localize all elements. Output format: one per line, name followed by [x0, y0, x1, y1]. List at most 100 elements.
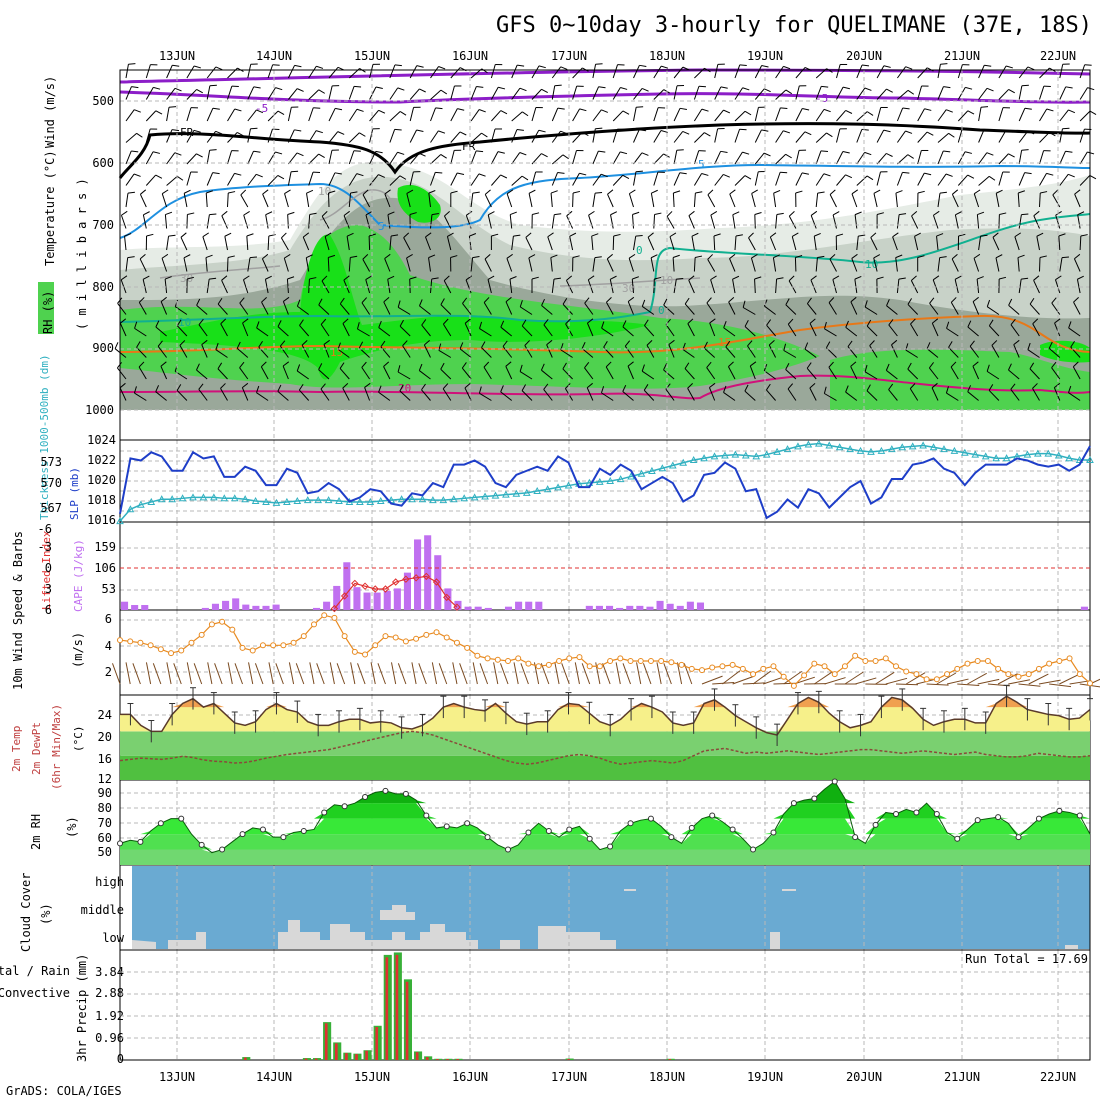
barb-flag: [221, 275, 228, 281]
temp-unit-label: (°C): [72, 726, 85, 753]
wind-barb: [836, 174, 853, 186]
barb-flag: [565, 318, 571, 325]
thickness-point: [981, 452, 990, 460]
pressure-tick: 500: [92, 94, 114, 108]
thickness-point: [408, 495, 416, 503]
wind-barb: [551, 130, 568, 143]
rh-area-band: [120, 781, 1090, 804]
barb-flag: [748, 232, 754, 239]
precip-convective-bar: [405, 981, 409, 1060]
panel-frame: [119, 949, 1091, 1061]
barb-flag: [1010, 318, 1016, 325]
pressure-tick: 1000: [85, 403, 114, 417]
wind-barb-10m: [377, 663, 386, 685]
barb-flag: [346, 232, 354, 237]
barb-flag: [193, 65, 201, 69]
thickness-point: [658, 464, 667, 472]
barb-shaft: [196, 304, 208, 315]
wind-barb: [795, 172, 810, 186]
wind-barb: [1068, 385, 1081, 401]
barb-flag: [342, 382, 349, 389]
wind-barb-10m: [540, 663, 550, 685]
wind-barb: [397, 365, 411, 380]
wind-barb-10m: [581, 663, 591, 685]
barb-shaft: [551, 172, 559, 186]
wind-speed-point: [331, 614, 338, 621]
wind-barb: [201, 339, 208, 358]
wind-barb: [926, 342, 939, 358]
barb-flag: [995, 254, 1003, 259]
wind-barb: [775, 277, 784, 294]
barb-flag: [528, 189, 536, 194]
wind-barb: [991, 340, 1000, 358]
wind-barb: [672, 254, 680, 272]
barb-shaft: [198, 324, 208, 337]
barb-flag: [497, 151, 505, 154]
barb-flag: [380, 340, 386, 348]
barb-shaft: [622, 391, 634, 401]
wind-barb: [402, 340, 411, 358]
wind-barb: [287, 106, 299, 122]
barb-shaft: [734, 129, 741, 143]
wind-speed-point: [423, 631, 430, 638]
barb-flag: [309, 212, 317, 216]
barb-shaft: [592, 173, 602, 186]
wind-barb: [348, 255, 358, 272]
wind-barb: [795, 149, 807, 165]
wind-barb-10m: [824, 677, 846, 685]
barb-flag: [444, 210, 450, 217]
wind-barb: [586, 318, 594, 337]
wind-barb: [734, 110, 752, 122]
cape-bar: [121, 601, 129, 610]
barb-shaft: [323, 344, 330, 358]
wind-barb: [1033, 275, 1040, 294]
barb-flag: [783, 343, 787, 351]
precip-convective-bar: [567, 1059, 571, 1060]
barb-flag: [277, 384, 282, 392]
barb-flag: [284, 253, 291, 259]
barb-shaft: [339, 368, 350, 380]
wind-barb: [369, 128, 380, 143]
wind-barb: [425, 232, 432, 251]
barb-shaft: [399, 390, 411, 401]
barb-flag: [262, 189, 269, 195]
barb-shaft: [937, 132, 949, 143]
wind-barb: [369, 63, 380, 79]
barb-shaft: [766, 324, 776, 337]
barb-shaft: [723, 392, 736, 401]
barb-flag: [996, 189, 1003, 194]
precip-axis-label-b: Convective: [0, 986, 70, 1000]
barb-shaft: [284, 193, 289, 208]
barb-flag: [479, 321, 483, 329]
li-tick: 6: [45, 603, 52, 617]
rh-point: [668, 834, 675, 841]
barb-flag: [866, 175, 874, 181]
barb-shaft: [511, 87, 521, 100]
wind-barb: [633, 129, 647, 143]
barb-shaft: [206, 214, 210, 229]
wind-barb-10m: [676, 662, 683, 685]
barb-flag: [391, 234, 399, 237]
barb-flag: [595, 191, 603, 194]
barb-shaft: [361, 302, 371, 315]
barb-flag: [584, 297, 590, 304]
barb-flag: [209, 213, 217, 216]
wind-barb: [751, 189, 758, 208]
contour-freezing: [118, 122, 1091, 179]
wind-barb: [710, 275, 717, 294]
barb-shaft: [824, 393, 837, 401]
wind-speed-point: [790, 682, 797, 689]
barb-shaft: [509, 214, 513, 229]
barb-flag: [397, 365, 401, 373]
barb-flag: [139, 253, 146, 260]
barb-shaft: [572, 108, 581, 122]
barb-flag: [354, 85, 362, 88]
wind-barb: [754, 170, 766, 186]
wind-barb: [282, 361, 290, 380]
rh-point: [770, 829, 777, 836]
wind-speed-point: [198, 631, 205, 638]
wind-barb: [896, 130, 913, 143]
wind-barb: [978, 87, 994, 100]
barb-shaft: [768, 344, 777, 358]
barb-shaft: [1018, 66, 1029, 79]
